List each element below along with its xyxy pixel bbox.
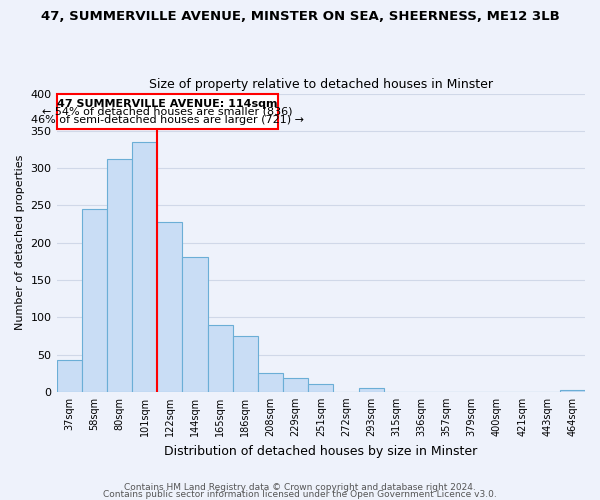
Bar bbox=[82, 209, 107, 392]
Bar bbox=[157, 222, 182, 392]
Title: Size of property relative to detached houses in Minster: Size of property relative to detached ho… bbox=[149, 78, 493, 91]
Bar bbox=[359, 388, 383, 392]
Text: ← 54% of detached houses are smaller (836): ← 54% of detached houses are smaller (83… bbox=[42, 107, 293, 117]
Text: Contains public sector information licensed under the Open Government Licence v3: Contains public sector information licen… bbox=[103, 490, 497, 499]
Bar bbox=[107, 159, 132, 392]
Bar bbox=[283, 378, 308, 392]
Bar bbox=[56, 94, 278, 128]
Bar bbox=[208, 324, 233, 392]
Text: 46% of semi-detached houses are larger (721) →: 46% of semi-detached houses are larger (… bbox=[31, 115, 304, 125]
Bar bbox=[182, 257, 208, 392]
Bar bbox=[560, 390, 585, 392]
Bar bbox=[233, 336, 258, 392]
Text: 47, SUMMERVILLE AVENUE, MINSTER ON SEA, SHEERNESS, ME12 3LB: 47, SUMMERVILLE AVENUE, MINSTER ON SEA, … bbox=[41, 10, 559, 23]
X-axis label: Distribution of detached houses by size in Minster: Distribution of detached houses by size … bbox=[164, 444, 478, 458]
Text: Contains HM Land Registry data © Crown copyright and database right 2024.: Contains HM Land Registry data © Crown c… bbox=[124, 484, 476, 492]
Y-axis label: Number of detached properties: Number of detached properties bbox=[15, 155, 25, 330]
Bar bbox=[56, 360, 82, 392]
Bar bbox=[258, 373, 283, 392]
Bar bbox=[308, 384, 334, 392]
Bar bbox=[132, 142, 157, 392]
Text: 47 SUMMERVILLE AVENUE: 114sqm: 47 SUMMERVILLE AVENUE: 114sqm bbox=[57, 99, 278, 109]
